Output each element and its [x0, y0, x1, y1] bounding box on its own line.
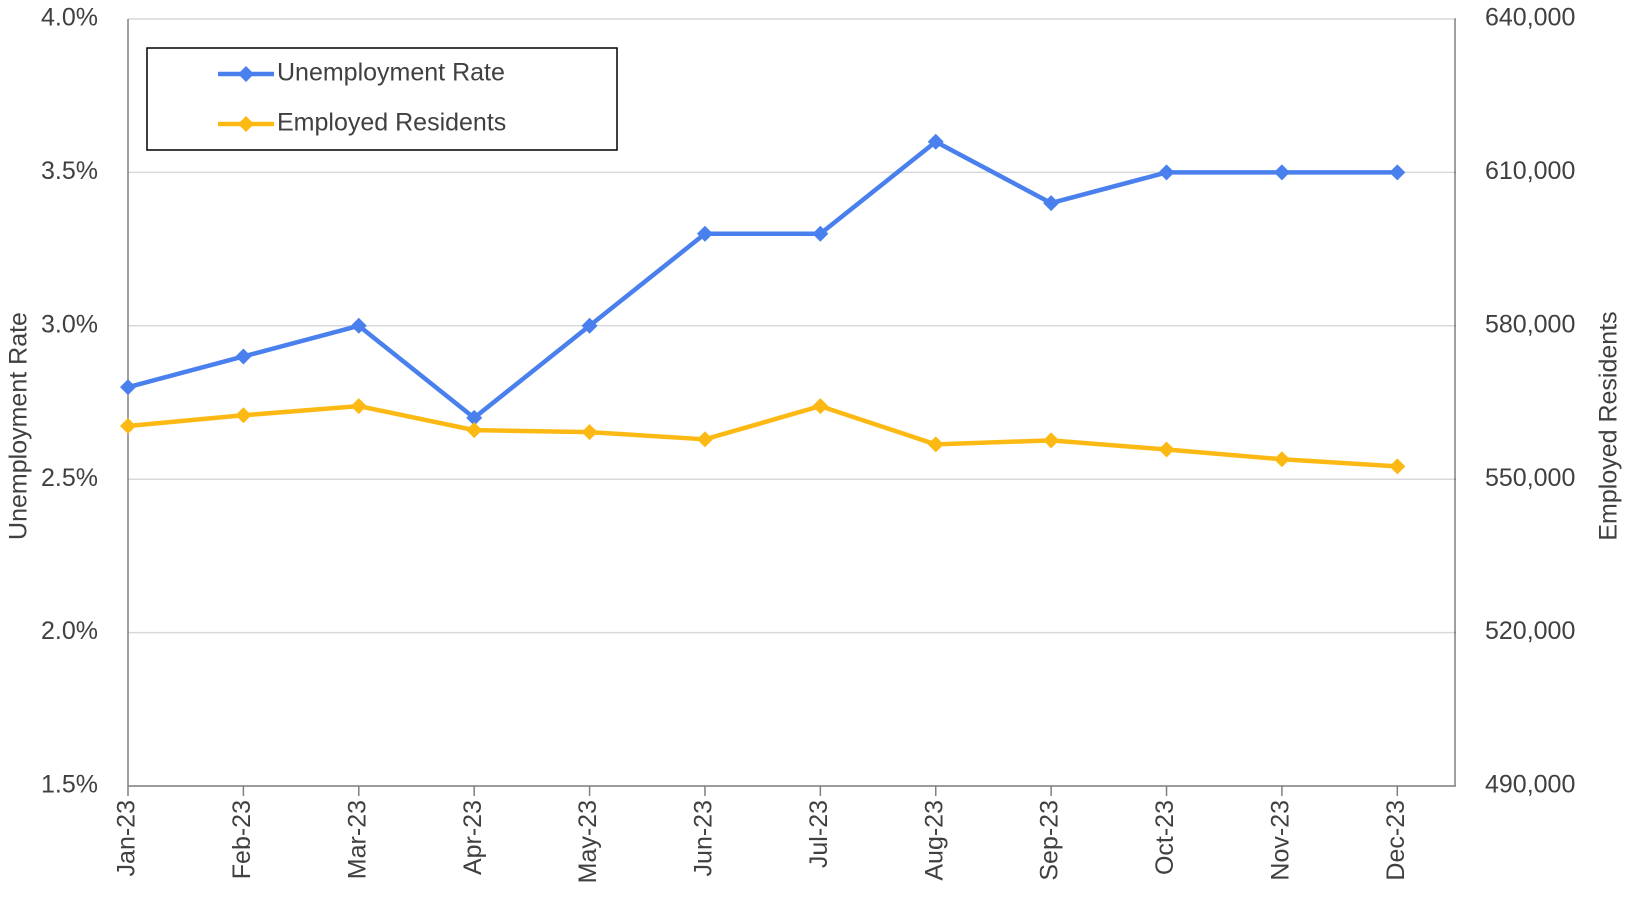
legend-box [146, 47, 618, 151]
x-tick-label: Jul-23 [805, 800, 833, 868]
point-marker [466, 409, 483, 426]
x-tick-label: Oct-23 [1151, 800, 1179, 875]
point-marker [466, 422, 483, 439]
x-tick-label: Jan-23 [113, 800, 141, 876]
point-marker [120, 418, 136, 435]
y2-tick-label: 520,000 [1485, 617, 1575, 645]
point-marker [1273, 451, 1290, 468]
point-marker [1158, 164, 1175, 181]
y-tick-label: 2.0% [41, 617, 98, 645]
y2-tick-label: 640,000 [1485, 4, 1575, 32]
point-marker [927, 133, 944, 150]
x-tick-label: Apr-23 [459, 800, 487, 875]
y2-tick-label: 610,000 [1485, 157, 1575, 185]
y2-tick-label: 580,000 [1485, 310, 1575, 338]
legend-label: Employed Residents [277, 109, 506, 137]
point-marker [1043, 432, 1060, 449]
point-marker [581, 424, 598, 441]
legend-marker [238, 116, 254, 132]
x-tick-label: May-23 [574, 800, 602, 883]
point-marker [350, 398, 367, 415]
legend-label: Unemployment Rate [277, 59, 505, 87]
x-tick-label: Feb-23 [228, 800, 256, 879]
y2-tick-label: 490,000 [1485, 771, 1575, 799]
point-marker [1273, 164, 1290, 181]
point-marker [1389, 164, 1406, 181]
y-tick-label: 3.5% [41, 157, 98, 185]
legend-marker [238, 66, 254, 82]
point-marker [812, 398, 829, 415]
x-tick-label: Mar-23 [343, 800, 371, 879]
y-tick-label: 3.0% [41, 310, 98, 338]
point-marker [235, 407, 252, 424]
y2-axis-title: Employed Residents [1595, 311, 1623, 540]
point-marker [927, 436, 944, 453]
x-tick-label: Aug-23 [920, 800, 948, 881]
point-marker [235, 348, 252, 365]
point-marker [120, 379, 136, 396]
point-marker [696, 225, 713, 242]
point-marker [1043, 195, 1060, 212]
y2-tick-label: 550,000 [1485, 464, 1575, 492]
y-axis-title: Unemployment Rate [5, 312, 33, 540]
y-tick-label: 4.0% [41, 4, 98, 32]
point-marker [812, 225, 829, 242]
point-marker [1158, 441, 1175, 458]
y-tick-label: 2.5% [41, 464, 98, 492]
x-tick-label: Dec-23 [1382, 800, 1410, 881]
point-marker [696, 431, 713, 448]
x-tick-label: Jun-23 [690, 800, 718, 876]
x-tick-label: Nov-23 [1267, 800, 1295, 881]
x-tick-label: Sep-23 [1036, 800, 1064, 881]
point-marker [350, 317, 367, 334]
point-marker [1389, 458, 1406, 475]
point-marker [581, 317, 598, 334]
y-tick-label: 1.5% [41, 771, 98, 799]
series-line [127, 139, 1398, 421]
series-line [127, 403, 1398, 469]
